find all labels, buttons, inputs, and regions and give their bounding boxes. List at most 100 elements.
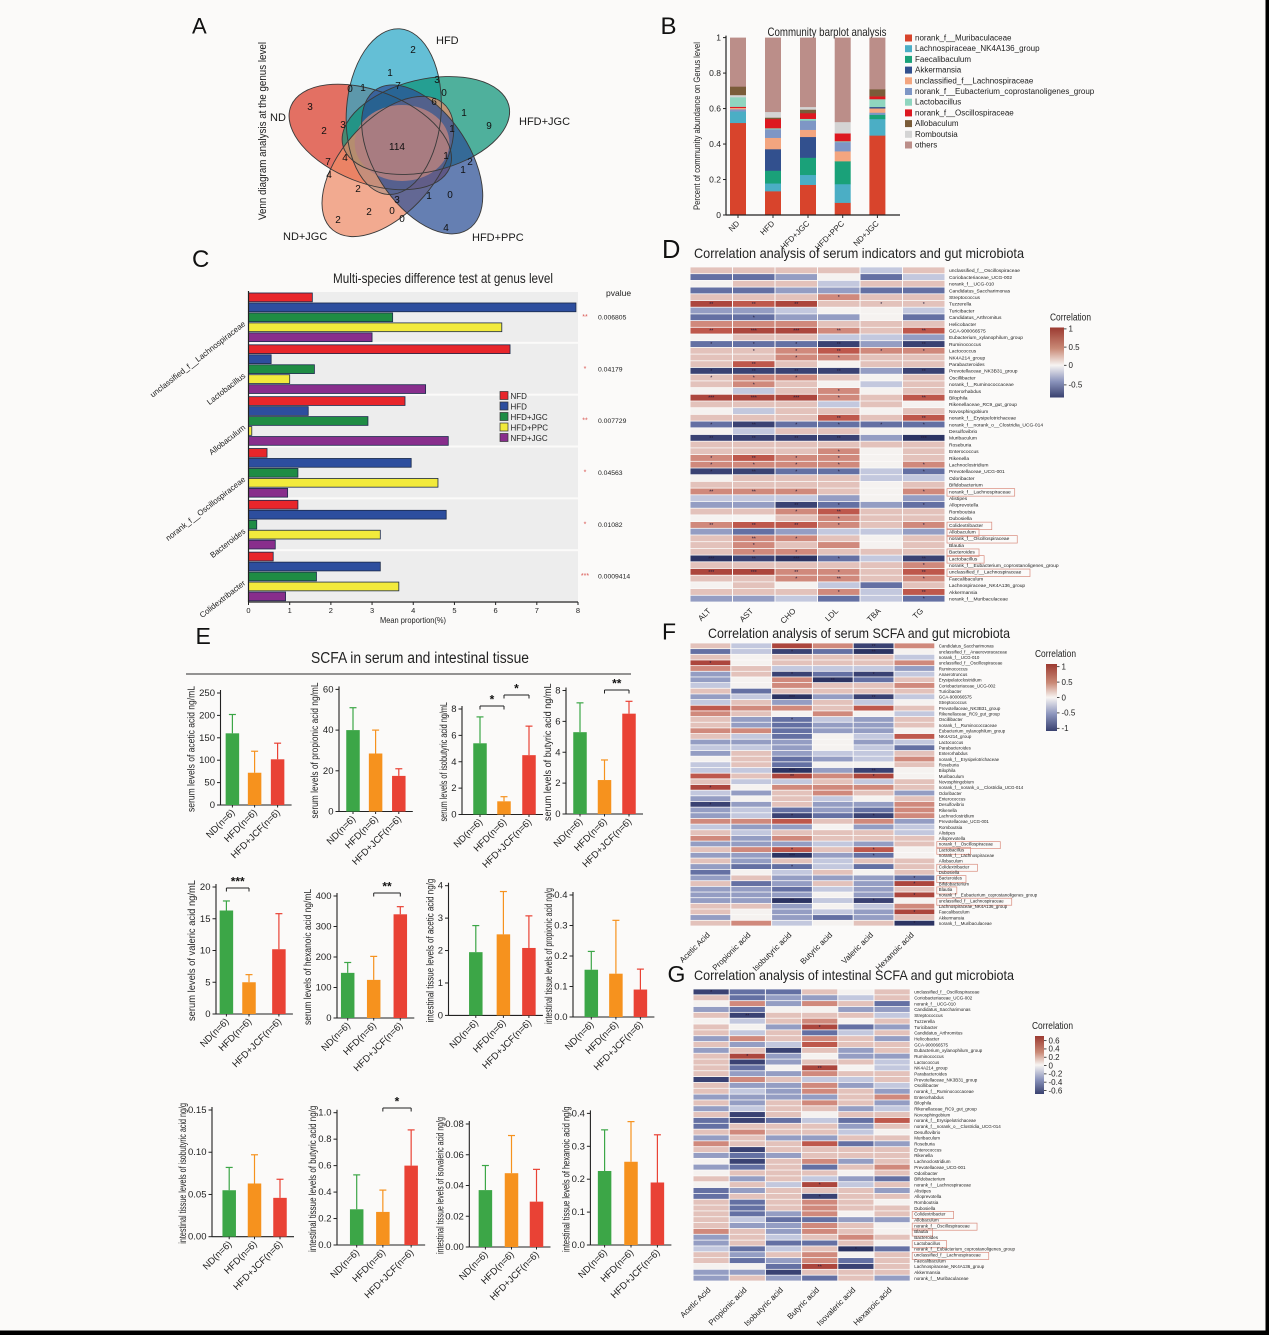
svg-text:4: 4 bbox=[555, 747, 560, 758]
svg-text:Candidatus_Arthromitus: Candidatus_Arthromitus bbox=[949, 315, 1002, 321]
svg-text:-0.5: -0.5 bbox=[1069, 381, 1083, 390]
svg-text:0.02: 0.02 bbox=[445, 1211, 464, 1222]
svg-text:114: 114 bbox=[389, 142, 405, 153]
svg-text:***: *** bbox=[793, 329, 799, 335]
svg-text:*: * bbox=[795, 550, 797, 556]
svg-text:GCA-900066575: GCA-900066575 bbox=[949, 328, 986, 334]
svg-text:Bacteroides: Bacteroides bbox=[949, 550, 975, 556]
svg-text:***: *** bbox=[751, 396, 757, 402]
svg-text:2: 2 bbox=[335, 215, 341, 226]
svg-text:*: * bbox=[838, 449, 840, 455]
svg-text:*: * bbox=[923, 469, 925, 475]
svg-text:Lactobacillus: Lactobacillus bbox=[914, 1241, 941, 1246]
svg-text:*: * bbox=[753, 543, 755, 549]
svg-text:Lactococcus: Lactococcus bbox=[939, 740, 964, 745]
svg-text:*: * bbox=[795, 536, 797, 542]
svg-text:*: * bbox=[913, 893, 915, 899]
svg-text:Lactococcus: Lactococcus bbox=[949, 349, 977, 355]
svg-text:unclassified_f__Anaerovoracace: unclassified_f__Anaerovoracaceae bbox=[939, 649, 1008, 654]
svg-text:Lachnospiraceae_NK4A136_group: Lachnospiraceae_NK4A136_group bbox=[914, 1264, 985, 1269]
svg-text:norank_f__Lachnospiraceae: norank_f__Lachnospiraceae bbox=[914, 1182, 971, 1187]
svg-text:Parabacteroides: Parabacteroides bbox=[914, 1071, 948, 1076]
svg-text:**: ** bbox=[582, 314, 588, 321]
svg-text:2: 2 bbox=[355, 184, 361, 195]
svg-text:0: 0 bbox=[246, 606, 250, 615]
svg-text:0.04179: 0.04179 bbox=[598, 366, 623, 373]
svg-text:100: 100 bbox=[199, 755, 215, 766]
svg-text:*: * bbox=[923, 503, 925, 509]
svg-text:*: * bbox=[913, 910, 915, 916]
svg-text:serum levels of acetic acid ng: serum levels of acetic acid ng/mL bbox=[187, 686, 198, 812]
svg-text:*: * bbox=[838, 556, 840, 562]
svg-text:*: * bbox=[838, 463, 840, 469]
svg-text:1: 1 bbox=[460, 165, 466, 176]
svg-text:Muribaculum: Muribaculum bbox=[939, 774, 964, 779]
svg-text:0: 0 bbox=[399, 214, 405, 225]
svg-text:Prevotellaceae_UCG-001: Prevotellaceae_UCG-001 bbox=[949, 469, 1005, 475]
svg-text:Romboutsia: Romboutsia bbox=[915, 130, 958, 139]
svg-text:0: 0 bbox=[438, 1010, 443, 1021]
svg-text:0.00: 0.00 bbox=[445, 1242, 464, 1253]
svg-text:*: * bbox=[873, 774, 875, 780]
svg-text:0: 0 bbox=[205, 1009, 210, 1020]
svg-text:Rikenella: Rikenella bbox=[949, 456, 969, 462]
svg-text:**: ** bbox=[794, 436, 798, 442]
svg-text:Parabacteroides: Parabacteroides bbox=[939, 746, 972, 751]
svg-text:Alistipes: Alistipes bbox=[939, 830, 956, 835]
svg-text:**: ** bbox=[922, 369, 926, 375]
svg-text:Eubacterium_xylanophilum_group: Eubacterium_xylanophilum_group bbox=[949, 335, 1023, 341]
svg-text:intestinal tissue levels of pr: intestinal tissue levels of propionic ac… bbox=[544, 888, 555, 1024]
svg-text:6: 6 bbox=[555, 716, 560, 727]
svg-text:Oscillibacter: Oscillibacter bbox=[949, 375, 976, 381]
svg-text:*: * bbox=[838, 469, 840, 475]
svg-text:Desulfovibrio: Desulfovibrio bbox=[914, 1130, 941, 1135]
svg-text:serum levels of hexanoic acid: serum levels of hexanoic acid ng/mL bbox=[303, 889, 314, 1025]
svg-text:*: * bbox=[753, 376, 755, 382]
svg-text:0.4: 0.4 bbox=[318, 1187, 331, 1198]
svg-text:*: * bbox=[838, 570, 840, 576]
svg-text:*: * bbox=[880, 302, 882, 308]
svg-text:Lachnoclostridium: Lachnoclostridium bbox=[939, 813, 975, 818]
svg-text:Streptococcus: Streptococcus bbox=[949, 295, 981, 301]
svg-text:norank_f__Ruminococcaceae: norank_f__Ruminococcaceae bbox=[914, 1089, 974, 1094]
svg-text:Romboutsia: Romboutsia bbox=[939, 825, 963, 830]
svg-text:Faecalibaculum: Faecalibaculum bbox=[914, 1258, 946, 1263]
svg-text:*: * bbox=[709, 785, 711, 791]
svg-text:15: 15 bbox=[200, 914, 211, 925]
svg-text:*: * bbox=[795, 422, 797, 428]
svg-text:-1: -1 bbox=[1062, 724, 1070, 733]
svg-text:Tuzzerella: Tuzzerella bbox=[914, 1019, 935, 1024]
svg-text:Turicibacter: Turicibacter bbox=[949, 308, 975, 314]
svg-text:norank_f__Oscillospiraceae: norank_f__Oscillospiraceae bbox=[914, 1223, 970, 1228]
svg-text:1: 1 bbox=[443, 151, 449, 162]
svg-text:Eubacterium_xylanophilum_group: Eubacterium_xylanophilum_group bbox=[939, 729, 1006, 734]
svg-text:**: ** bbox=[794, 369, 798, 375]
svg-text:Candidatus_Saccharimonas: Candidatus_Saccharimonas bbox=[949, 288, 1011, 294]
svg-text:*: * bbox=[838, 355, 840, 361]
svg-text:norank_f__Erysipelotrichaceae: norank_f__Erysipelotrichaceae bbox=[949, 416, 1016, 422]
svg-text:*: * bbox=[710, 342, 712, 348]
svg-text:0.6: 0.6 bbox=[318, 1161, 331, 1172]
svg-text:**: ** bbox=[837, 577, 841, 583]
svg-text:1: 1 bbox=[1062, 662, 1067, 671]
svg-text:unclassified_f__Lachnospiracea: unclassified_f__Lachnospiraceae bbox=[949, 570, 1022, 576]
svg-text:2: 2 bbox=[438, 946, 443, 957]
svg-text:*: * bbox=[795, 342, 797, 348]
svg-text:norank_f__Muribaculaceae: norank_f__Muribaculaceae bbox=[914, 1276, 969, 1281]
svg-text:**: ** bbox=[709, 329, 713, 335]
svg-text:F: F bbox=[662, 619, 676, 645]
svg-text:1: 1 bbox=[288, 606, 292, 615]
svg-text:*: * bbox=[795, 489, 797, 495]
svg-text:*: * bbox=[791, 672, 793, 678]
svg-text:Romboutsia: Romboutsia bbox=[949, 509, 975, 515]
svg-text:*: * bbox=[880, 349, 882, 355]
svg-text:*: * bbox=[709, 661, 711, 667]
svg-text:*: * bbox=[838, 295, 840, 301]
svg-text:*: * bbox=[880, 422, 882, 428]
svg-text:Percent of community abundance: Percent of community abundance on Genus … bbox=[692, 42, 703, 210]
svg-text:*: * bbox=[838, 396, 840, 402]
svg-text:*: * bbox=[709, 802, 711, 808]
svg-text:Allobaculum: Allobaculum bbox=[915, 119, 959, 128]
svg-text:**: ** bbox=[752, 469, 756, 475]
svg-text:6: 6 bbox=[431, 97, 437, 108]
